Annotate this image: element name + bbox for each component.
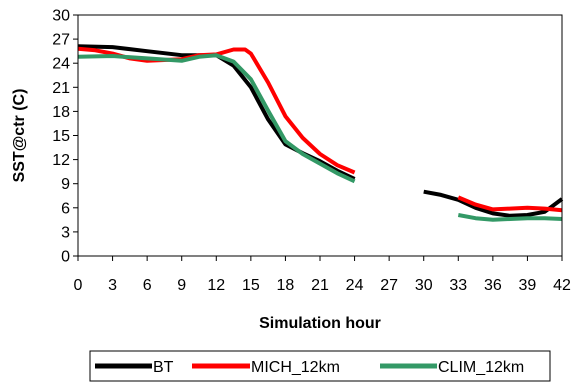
- x-tick-label-33: 33: [449, 277, 467, 294]
- y-tick-label-15: 15: [52, 128, 70, 145]
- x-tick-label-6: 6: [143, 277, 152, 294]
- legend-label-BT: BT: [153, 359, 174, 376]
- series-line-MICH_12km-segment-1: [77, 46, 356, 175]
- series-line-CLIM_12km-segment-2: [457, 213, 563, 222]
- x-tick-label-36: 36: [484, 277, 502, 294]
- y-tick-label-0: 0: [61, 249, 70, 266]
- x-tick-label-0: 0: [74, 277, 83, 294]
- x-axis-title: Simulation hour: [259, 315, 381, 332]
- series-line-BT-segment-2: [423, 189, 564, 218]
- y-tick-label-9: 9: [61, 176, 70, 193]
- legend-label-MICH_12km: MICH_12km: [251, 359, 340, 376]
- y-tick-label-24: 24: [52, 56, 70, 73]
- y-tick-label-21: 21: [52, 80, 70, 97]
- x-tick-label-3: 3: [108, 277, 117, 294]
- legend-label-CLIM_12km: CLIM_12km: [438, 359, 524, 376]
- x-tick-label-21: 21: [311, 277, 329, 294]
- x-tick-label-42: 42: [553, 277, 571, 294]
- x-tick-label-18: 18: [277, 277, 295, 294]
- x-tick-label-12: 12: [207, 277, 225, 294]
- x-tick-label-24: 24: [346, 277, 364, 294]
- series-MICH_12km: [77, 46, 563, 213]
- series-line-CLIM_12km-segment-1: [77, 53, 356, 184]
- y-tick-label-18: 18: [52, 104, 70, 121]
- x-tick-label-9: 9: [177, 277, 186, 294]
- series-layer: [77, 44, 564, 222]
- y-axis-title: SST@ctr (C): [11, 89, 28, 183]
- legend-box: [89, 350, 551, 382]
- y-tick-label-30: 30: [52, 8, 70, 25]
- series-line-MICH_12km-segment-2: [457, 195, 563, 213]
- x-tick-label-27: 27: [380, 277, 398, 294]
- x-tick-label-39: 39: [519, 277, 537, 294]
- series-CLIM_12km: [77, 53, 563, 222]
- y-tick-label-27: 27: [52, 32, 70, 49]
- y-tick-label-12: 12: [52, 152, 70, 169]
- x-tick-label-15: 15: [242, 277, 260, 294]
- y-tick-label-6: 6: [61, 200, 70, 217]
- legend: BT MICH_12km CLIM_12km: [89, 350, 551, 382]
- y-tick-label-3: 3: [61, 224, 70, 241]
- x-tick-label-30: 30: [415, 277, 433, 294]
- plot-area-frame: [77, 14, 563, 257]
- series-BT: [77, 44, 564, 218]
